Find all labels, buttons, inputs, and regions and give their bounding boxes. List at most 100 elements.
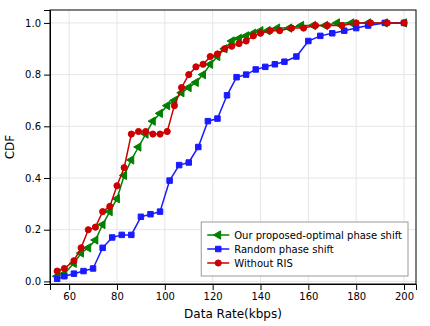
legend-marker	[213, 231, 220, 239]
data-point	[186, 160, 191, 165]
data-point	[54, 276, 59, 281]
tick-label: 0.4	[25, 173, 41, 184]
data-point	[229, 43, 235, 49]
tick-mark	[356, 284, 357, 290]
data-point	[164, 128, 170, 134]
data-point	[100, 209, 106, 215]
data-point	[353, 20, 359, 26]
data-point	[215, 116, 220, 121]
tick-label: 160	[299, 291, 318, 302]
data-point	[138, 214, 143, 219]
data-point	[121, 165, 127, 171]
data-point	[236, 41, 242, 47]
data-point	[119, 232, 124, 237]
tick-label: 60	[63, 291, 76, 302]
chart: 60 80 100 120 140 160 180 200 0.0 0.2 0.4 0.6 0.8 1.0…	[0, 0, 430, 326]
tick-mark	[69, 284, 70, 290]
data-point	[157, 209, 162, 214]
legend-marker	[215, 260, 221, 266]
grid-line	[50, 126, 416, 127]
grid-line	[69, 10, 70, 284]
data-point	[330, 31, 335, 36]
tick: 100	[156, 284, 175, 302]
axis-line	[44, 11, 51, 285]
data-point	[191, 78, 198, 86]
tick-mark	[165, 284, 166, 290]
data-point	[71, 258, 77, 264]
tick-label: 200	[395, 291, 414, 302]
data-point	[294, 54, 299, 59]
data-point	[214, 51, 220, 57]
grid-line	[116, 10, 117, 284]
tick-mark	[44, 126, 50, 127]
data-point	[167, 178, 172, 183]
data-point	[176, 162, 181, 167]
tick-mark	[44, 23, 50, 24]
y-axis: 0.0 0.2 0.4 0.6 0.8 1.0	[25, 11, 50, 288]
tick: 0.0	[25, 276, 50, 287]
tick: 120	[204, 284, 223, 302]
legend-label: Our proposed-optimal phase shift	[234, 230, 402, 241]
tick-label: 80	[111, 291, 124, 302]
data-point	[196, 144, 201, 149]
tick: 140	[251, 284, 270, 302]
legend: Our proposed-optimal phase shift Random p…	[201, 222, 408, 276]
data-point	[282, 59, 287, 64]
data-point	[207, 53, 213, 59]
data-point	[339, 22, 345, 28]
tick: 1.0	[25, 18, 50, 29]
tick-mark	[117, 284, 118, 290]
grid-line	[164, 10, 165, 284]
data-point	[91, 236, 98, 244]
tick: 0.2	[25, 224, 50, 235]
data-point	[277, 28, 283, 34]
plot-frame	[50, 10, 416, 284]
data-point	[222, 46, 228, 52]
data-point	[267, 28, 273, 34]
tick-mark	[404, 284, 405, 290]
tick: 0.4	[25, 173, 50, 184]
data-point	[62, 274, 67, 279]
data-point	[306, 38, 311, 43]
tick: 60	[63, 284, 76, 302]
tick-label: 180	[347, 291, 366, 302]
x-axis-title: Data Rate(kbps)	[184, 307, 282, 321]
tick-mark	[44, 75, 50, 76]
data-point	[61, 265, 67, 271]
data-point	[127, 156, 134, 164]
data-point	[198, 70, 205, 78]
x-axis: 60 80 100 120 140 160 180 200	[51, 284, 417, 302]
legend-box	[201, 222, 408, 276]
data-point	[90, 266, 95, 271]
data-point	[178, 84, 184, 90]
data-point	[250, 33, 256, 39]
data-point	[193, 64, 199, 70]
legend-item: Random phase shift	[207, 244, 334, 255]
data-point	[129, 232, 134, 237]
data-point	[253, 67, 258, 72]
tick-label: 1.0	[25, 18, 41, 29]
plot-area	[52, 19, 407, 282]
tick-label: 0.2	[25, 224, 41, 235]
tick-label: 0.8	[25, 69, 41, 80]
tick: 180	[347, 284, 366, 302]
data-point	[71, 271, 76, 276]
data-point	[109, 235, 114, 240]
data-point	[300, 25, 306, 31]
tick-label: 0.6	[25, 121, 41, 132]
legend-item: Our proposed-optimal phase shift	[207, 230, 402, 241]
tick-mark	[44, 230, 50, 231]
data-point	[263, 64, 268, 69]
tick: 80	[111, 284, 124, 302]
data-point	[78, 245, 84, 251]
data-point	[312, 22, 318, 28]
data-point	[205, 118, 210, 123]
data-point	[243, 72, 248, 77]
tick-mark	[213, 284, 214, 290]
data-point	[150, 131, 156, 137]
legend-item: Without RIS	[207, 258, 293, 269]
data-point	[92, 224, 98, 230]
data-point	[171, 103, 177, 109]
tick: 0.8	[25, 69, 50, 80]
data-point	[54, 268, 60, 274]
